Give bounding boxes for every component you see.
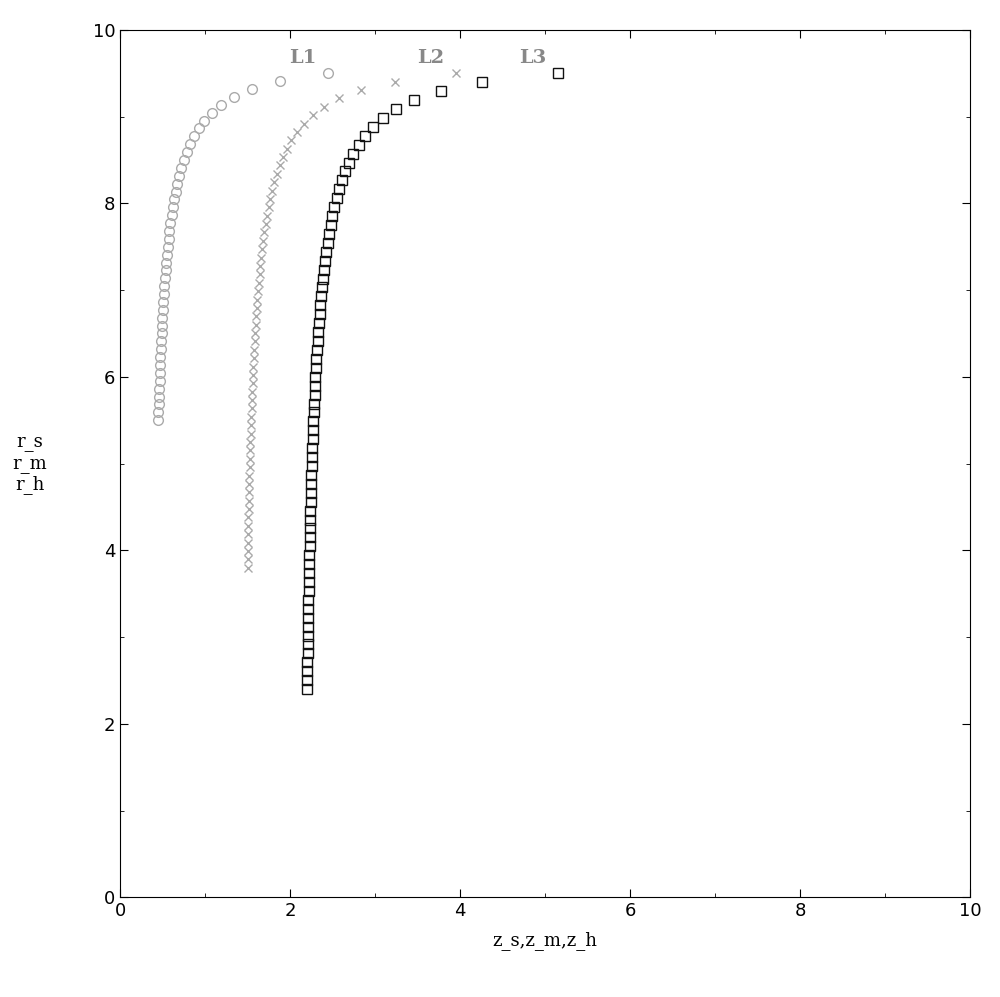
Text: L3: L3 <box>519 49 546 67</box>
Text: L2: L2 <box>417 49 444 67</box>
X-axis label: z_s,z_m,z_h: z_s,z_m,z_h <box>492 931 598 950</box>
Text: L1: L1 <box>289 49 316 67</box>
Y-axis label: r_s
r_m
r_h: r_s r_m r_h <box>13 433 47 495</box>
